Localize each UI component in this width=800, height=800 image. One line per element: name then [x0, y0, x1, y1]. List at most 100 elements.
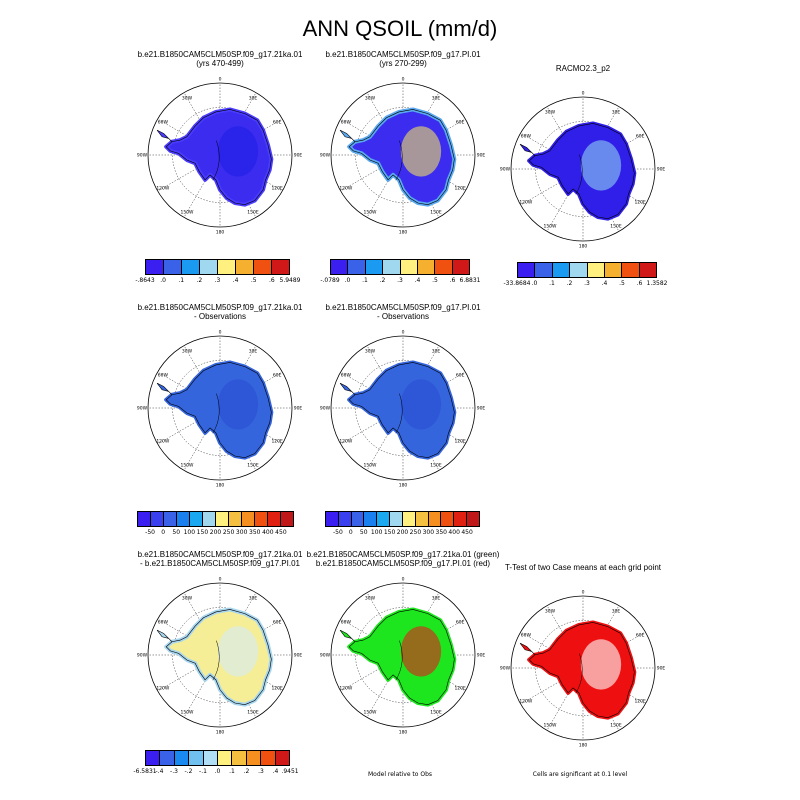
colorbar-tick-label: -.2	[184, 768, 193, 775]
field-anomaly-region	[400, 126, 442, 177]
longitude-label: 90E	[294, 153, 303, 159]
coastline	[165, 609, 272, 705]
panel-title-line1: RACMO2.3_p2	[555, 64, 611, 73]
longitude-label: 150E	[430, 463, 442, 469]
longitude-label: 150W	[180, 210, 194, 216]
colorbar-tick-label: .3	[397, 277, 403, 284]
colorbar-swatch	[146, 260, 164, 274]
longitude-label: 90W	[137, 153, 148, 159]
map-panel: b.e21.B1850CAM5CLM50SP.f09_g17.21ka.01- …	[135, 303, 305, 503]
longitude-label: 0	[402, 577, 405, 583]
longitude-label: 0	[582, 91, 585, 97]
longitude-label: 60W	[521, 633, 532, 639]
longitude-label: 120E	[271, 439, 283, 445]
colorbar-swatch	[454, 512, 468, 526]
longitude-label: 120W	[156, 439, 170, 445]
longitude-label: 60W	[341, 373, 352, 379]
colorbar-tick-label: .4	[232, 277, 239, 284]
colorbar-tick-label: 450	[275, 529, 287, 536]
colorbar-swatch	[190, 512, 203, 526]
longitude-label: 90W	[500, 167, 511, 173]
panel-title: T-Test of two Case means at each grid po…	[478, 563, 688, 572]
colorbar-tick-label: -.3	[170, 768, 178, 775]
longitude-label: 180	[579, 244, 588, 250]
longitude-label: 120W	[339, 686, 353, 692]
panel-title-line1: b.e21.B1850CAM5CLM50SP.f09_g17.PI.01	[325, 303, 481, 312]
colorbar: -33.8684.0 .1 .2 .3 .4 .5 .6 1.3582	[504, 262, 668, 288]
colorbar-tick-label: 5.9489	[279, 277, 301, 284]
coastline	[348, 109, 455, 205]
coastline	[165, 362, 272, 458]
colorbar-tick-label: .4	[414, 277, 421, 284]
colorbar-swatch	[570, 263, 588, 277]
map-panel: b.e21.B1850CAM5CLM50SP.f09_g17.PI.01 (yrs…	[318, 50, 488, 250]
longitude-label: 150W	[363, 710, 377, 716]
longitude-label: 0	[402, 330, 405, 336]
polar-map: 0 30E 60E 90E 120E 150E 180 150W 120W 90W 60W 30W	[500, 91, 666, 250]
longitude-label: 60W	[341, 620, 352, 626]
longitude-label: 60E	[636, 134, 645, 140]
colorbar-swatch	[203, 751, 219, 765]
colorbar-swatch	[518, 263, 536, 277]
longitude-label: 90E	[477, 153, 486, 159]
grounding-line	[575, 154, 583, 195]
colorbar-tick-label: .6	[269, 277, 275, 284]
longitude-label: 120W	[519, 699, 533, 705]
colorbar-swatch	[400, 260, 418, 274]
colorbar-tick-label: .1	[229, 768, 235, 775]
colorbar-swatch	[383, 260, 401, 274]
colorbar-swatch	[218, 751, 233, 765]
longitude-label: 180	[216, 230, 225, 236]
panel-title-line1: b.e21.B1850CAM5CLM50SP.f09_g17.21ka.01	[137, 550, 303, 559]
longitude-label: 30E	[249, 348, 258, 354]
longitude-label: 180	[579, 743, 588, 749]
longitude-label: 30E	[249, 95, 258, 101]
map-boundary	[147, 82, 293, 228]
longitude-label: 30E	[432, 595, 441, 601]
longitude-label: 0	[402, 77, 405, 83]
map-boundary	[147, 335, 293, 481]
colorbar-tick-label: 450	[461, 529, 473, 536]
colorbar-swatch	[281, 512, 293, 526]
longitude-label: 150W	[543, 224, 557, 230]
longitude-label: 90E	[294, 406, 303, 412]
longitude-label: 150W	[363, 463, 377, 469]
colorbar-swatch	[452, 260, 469, 274]
colorbar-swatch	[275, 751, 290, 765]
polar-map: 0 30E 60E 90E 120E 150E 180 150W 120W 90W 60W 30W	[137, 577, 303, 736]
colorbar-tick-label: .5	[432, 277, 438, 284]
colorbar-tick-label: .0	[344, 277, 351, 284]
colorbar-swatch	[174, 751, 190, 765]
colorbar-tick-label: .4	[601, 280, 608, 287]
colorbar-swatch	[365, 260, 384, 274]
peninsula	[156, 382, 173, 395]
colorbar-swatch	[151, 512, 164, 526]
longitude-label: 120W	[156, 686, 170, 692]
longitude-label: 90E	[477, 406, 486, 412]
longitude-label: 60E	[456, 120, 465, 126]
colorbar-tick-label: -50	[145, 529, 155, 536]
map-panel: b.e21.B1850CAM5CLM50SP.f09_g17.21ka.01- …	[135, 550, 305, 750]
colorbar-swatch	[552, 263, 571, 277]
colorbar-swatch	[351, 512, 365, 526]
panel-title-line2: - b.e21.B1850CAM5CLM50SP.f09_g17.PI.01	[140, 559, 300, 568]
colorbar-tick-label: 100	[370, 529, 383, 536]
longitude-label: 90W	[137, 406, 148, 412]
colorbar-swatch	[622, 263, 640, 277]
longitude-label: 120E	[454, 186, 466, 192]
longitude-label: 120E	[454, 686, 466, 692]
grounding-line	[395, 640, 403, 681]
colorbar-swatch	[146, 751, 161, 765]
colorbar-tick-label: 350	[435, 529, 447, 536]
colorbar-tick-label: .9451	[281, 768, 299, 775]
longitude-label: 150E	[247, 710, 259, 716]
map-boundary	[510, 96, 656, 242]
colorbar-tick-label: -.8643	[135, 277, 155, 284]
field-anomaly-region	[400, 626, 442, 677]
colorbar-swatch	[254, 260, 272, 274]
panel-title-line1: T-Test of two Case means at each grid po…	[504, 563, 662, 572]
panel-title-line1: b.e21.B1850CAM5CLM50SP.f09_g17.21ka.01 (…	[306, 550, 500, 559]
longitude-label: 30W	[545, 608, 556, 614]
colorbar-tick-label: 300	[422, 529, 435, 536]
colorbar-swatch	[232, 751, 247, 765]
